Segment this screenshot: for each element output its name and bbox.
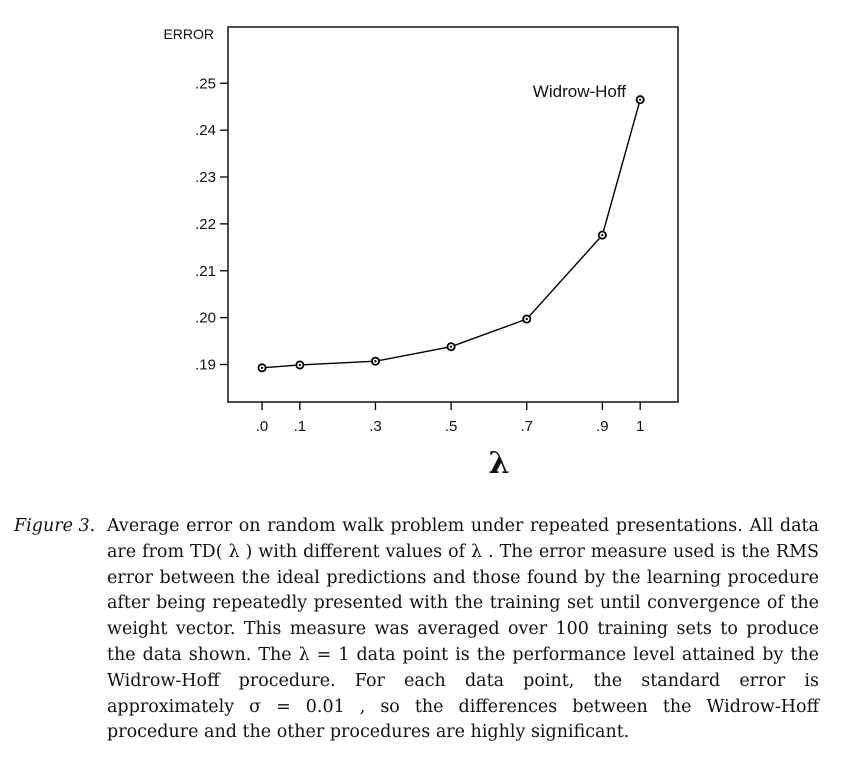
y-tick-label: .20 xyxy=(195,310,216,327)
data-point-center xyxy=(449,345,453,348)
plot-frame xyxy=(227,26,679,403)
x-tick-label: .3 xyxy=(369,418,382,435)
y-tick-label: .22 xyxy=(195,216,216,233)
data-point-center xyxy=(260,366,264,369)
data-point-center xyxy=(638,98,642,101)
y-tick-label: .21 xyxy=(195,263,216,280)
x-tick-label: .7 xyxy=(520,418,533,435)
data-point-center xyxy=(601,233,604,237)
y-tick-label: .23 xyxy=(195,169,216,186)
x-tick-label: 1 xyxy=(636,418,644,435)
x-axis: .0 .1 .3 .5 .7 .9 1 xyxy=(256,402,644,435)
y-axis: .19 .20 .21 .22 .23 .24 .25 xyxy=(195,75,228,374)
data-point-center xyxy=(525,317,528,321)
y-tick-label: .24 xyxy=(195,122,216,139)
y-axis-title: ERROR xyxy=(163,26,214,42)
x-tick-label: .1 xyxy=(294,418,307,435)
series-error xyxy=(257,95,645,373)
line-chart: .19 .20 .21 .22 .23 .24 .25 .0 .1 .3 .5 .7 .9 1 ERRO… xyxy=(163,26,679,481)
caption-label: Figure 3. xyxy=(14,516,96,536)
series-line xyxy=(261,99,641,369)
x-tick-label: .5 xyxy=(445,418,458,435)
x-tick-label: .9 xyxy=(596,418,609,435)
annotation-widrow-hoff: Widrow-Hoff xyxy=(533,82,626,101)
x-tick-label: .0 xyxy=(256,418,269,435)
data-point-center xyxy=(374,360,377,363)
y-tick-label: .19 xyxy=(195,357,216,374)
caption-text: Average error on random walk problem und… xyxy=(107,516,819,743)
x-axis-title: λ xyxy=(488,446,509,481)
data-point-center xyxy=(298,363,302,367)
y-tick-label: .25 xyxy=(195,75,216,92)
